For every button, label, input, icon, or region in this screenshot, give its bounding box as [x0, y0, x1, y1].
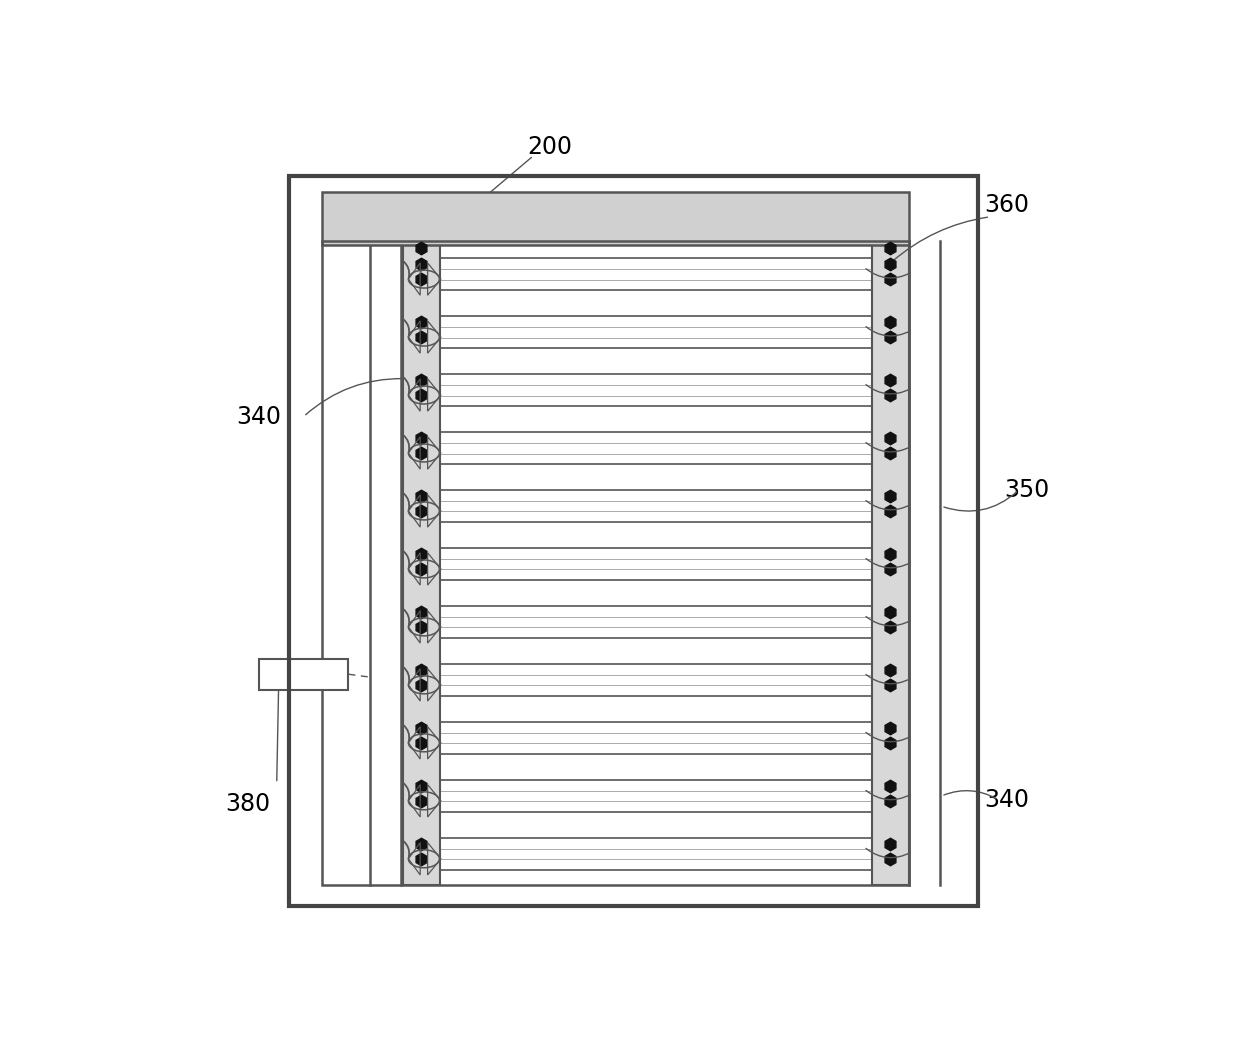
Bar	[403, 241, 440, 885]
Bar	[440, 432, 872, 464]
Text: 200: 200	[527, 136, 573, 160]
Bar	[440, 374, 872, 407]
Bar	[321, 193, 909, 246]
Bar	[440, 490, 872, 522]
Bar	[440, 317, 872, 348]
Bar	[259, 659, 348, 689]
Bar	[440, 722, 872, 754]
Text: 340: 340	[237, 405, 281, 429]
Bar	[321, 241, 909, 885]
Bar	[872, 241, 909, 885]
Text: 350: 350	[1004, 478, 1049, 502]
Bar	[440, 549, 872, 580]
Bar	[289, 176, 978, 905]
Text: 380: 380	[226, 792, 270, 815]
Bar	[440, 258, 872, 290]
Text: 360: 360	[985, 193, 1029, 216]
Bar	[440, 664, 872, 696]
Bar	[440, 838, 872, 869]
Bar	[440, 780, 872, 812]
Text: 340: 340	[985, 788, 1029, 812]
Bar	[440, 606, 872, 639]
